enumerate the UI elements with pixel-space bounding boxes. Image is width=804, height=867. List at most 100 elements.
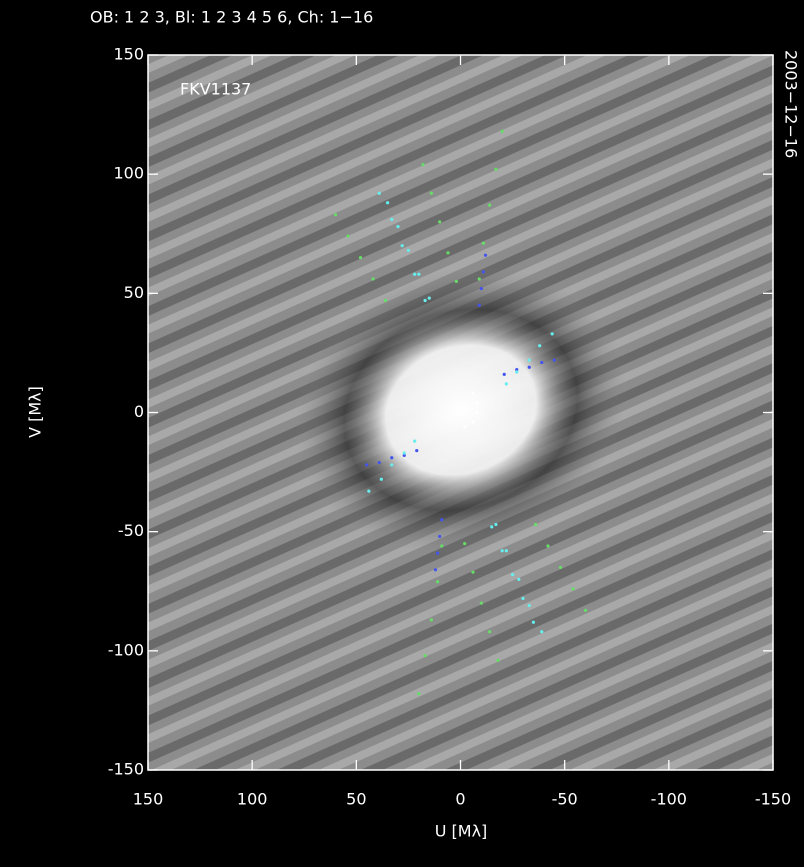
uv-point (463, 541, 467, 546)
uv-point (427, 296, 431, 300)
x-tick-label: 100 (237, 790, 268, 809)
uv-point (550, 332, 554, 336)
x-tick-label: -100 (651, 790, 687, 809)
uv-point (540, 360, 544, 365)
uv-point (423, 654, 427, 658)
uv-point (421, 163, 425, 167)
uv-point (390, 456, 394, 460)
uv-point (546, 544, 550, 548)
uv-point (377, 191, 381, 195)
uv-point (481, 241, 486, 245)
uv-point (379, 477, 383, 481)
uv-point (446, 251, 450, 255)
uv-point (527, 365, 531, 369)
uv-point (417, 272, 421, 276)
uv-point (429, 618, 433, 622)
y-tick-label: 100 (113, 164, 144, 183)
y-axis-label: V [Mλ] (26, 386, 45, 438)
uv-point (540, 630, 544, 634)
uv-point (402, 453, 406, 457)
uv-point (477, 303, 481, 307)
uv-point (527, 358, 531, 362)
uv-point (413, 439, 417, 443)
uv-point (504, 382, 508, 386)
y-tick-label: -150 (108, 760, 144, 779)
uv-point (490, 525, 494, 529)
uv-point (417, 692, 421, 696)
y-tick-label: -100 (108, 640, 144, 659)
uv-point (500, 549, 504, 553)
uv-point (471, 391, 475, 396)
uv-point (471, 570, 475, 574)
uv-point (406, 248, 411, 253)
uv-point (383, 298, 388, 303)
uv-point (494, 167, 498, 171)
uv-point (502, 372, 506, 376)
uv-point (504, 549, 508, 553)
uv-point (429, 191, 433, 195)
uv-point (558, 565, 563, 570)
uv-point (440, 544, 444, 548)
uv-point (475, 410, 479, 415)
uv-point (385, 201, 390, 205)
uv-point (433, 568, 438, 572)
uv-point (423, 298, 427, 303)
uv-point (463, 425, 467, 429)
x-tick-label: 150 (133, 790, 164, 809)
uv-point (471, 420, 475, 424)
uv-point (479, 601, 483, 605)
uv-point (477, 277, 481, 281)
x-tick-label: -150 (755, 790, 791, 809)
chart-title: OB: 1 2 3, Bl: 1 2 3 4 5 6, Ch: 1−16 (90, 8, 373, 27)
uv-point (510, 572, 515, 577)
y-tick-label: 50 (124, 283, 144, 302)
uv-point (440, 518, 444, 522)
uv-point (367, 489, 371, 493)
source-label: FKV1137 (180, 80, 251, 99)
uv-point (390, 463, 394, 467)
uv-point (415, 449, 419, 453)
uv-point (583, 608, 588, 612)
uv-point (517, 577, 521, 581)
uv-point (552, 358, 556, 362)
uv-point (527, 603, 531, 608)
uv-point (346, 234, 350, 238)
uv-point (475, 401, 479, 405)
uv-point (500, 129, 504, 133)
uv-point (571, 587, 575, 591)
uv-point (479, 286, 483, 291)
y-tick-label: 150 (113, 45, 144, 64)
x-tick-label: 0 (455, 790, 465, 809)
uv-point (365, 463, 369, 467)
uv-point (435, 551, 440, 555)
uv-point (438, 534, 442, 539)
x-tick-label: 50 (346, 790, 366, 809)
uv-point (358, 255, 363, 260)
uv-point (533, 522, 538, 527)
uv-point (402, 451, 406, 455)
uv-point (413, 272, 417, 276)
x-axis-label: U [Mλ] (435, 822, 488, 841)
beam-image (148, 55, 773, 770)
uv-point (488, 630, 492, 634)
uv-point (377, 460, 381, 465)
uv-point (521, 596, 525, 601)
uv-point (531, 620, 536, 624)
uv-point (483, 253, 488, 257)
uv-point (400, 244, 404, 248)
uv-point (390, 217, 394, 222)
uv-point (488, 203, 492, 207)
uv-point (454, 279, 458, 284)
uv-point (494, 522, 498, 527)
uv-point (435, 580, 440, 584)
uv-point (333, 213, 338, 217)
uv-point (438, 220, 442, 224)
uv-point (538, 344, 542, 348)
x-tick-label: -50 (552, 790, 578, 809)
uv-point (496, 658, 500, 662)
uv-point (371, 277, 375, 281)
uv-point (515, 370, 519, 374)
y-tick-label: -50 (118, 521, 144, 540)
uv-point (515, 368, 519, 372)
